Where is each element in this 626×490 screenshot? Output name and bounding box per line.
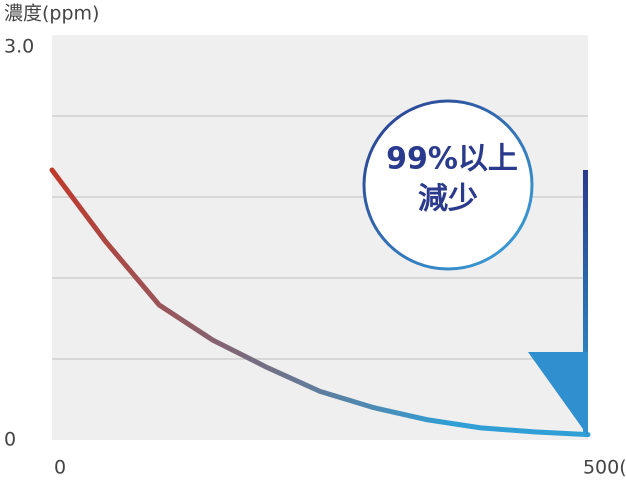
- annotation: 99%以上: [386, 142, 518, 177]
- y-tick-label: 0: [4, 429, 16, 451]
- annotation: 減少: [418, 182, 478, 217]
- line: [49, 167, 591, 438]
- y-tick-label: 3.0: [4, 36, 34, 58]
- arrow-shaft: [583, 170, 588, 435]
- badge: [362, 99, 534, 271]
- x-tick-label: 0: [54, 457, 66, 479]
- x-tick-label: 500(分): [583, 457, 626, 479]
- arrow-head: [528, 352, 588, 436]
- y-axis-label: 濃度(ppm): [4, 3, 99, 25]
